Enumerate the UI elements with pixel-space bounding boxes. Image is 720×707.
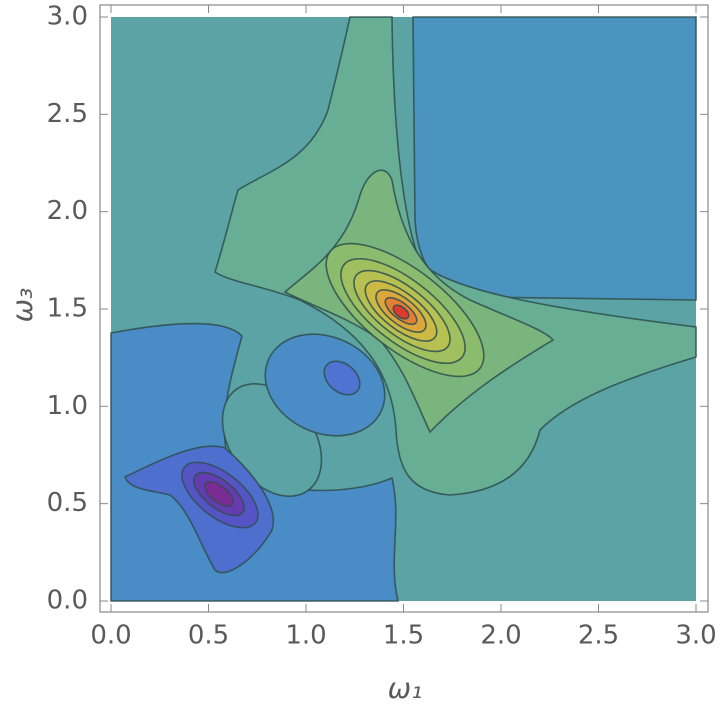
y-tick-label: 2.5 — [47, 99, 88, 129]
contour-region — [123, 445, 275, 574]
x-tick-label: 3.0 — [675, 621, 716, 651]
contour-region — [214, 16, 697, 496]
y-tick-label: 0.0 — [47, 586, 88, 616]
contour-region — [392, 304, 410, 320]
x-axis-label: ω₁ — [388, 672, 423, 705]
contour-region — [264, 333, 386, 437]
contour-region — [412, 16, 697, 301]
x-tick-label: 2.0 — [480, 621, 521, 651]
x-tick-label: 1.5 — [383, 621, 424, 651]
y-tick-label: 0.5 — [47, 488, 88, 518]
y-tick-label: 2.0 — [47, 196, 88, 226]
contour-field — [110, 16, 697, 602]
contour-region — [203, 480, 235, 508]
x-tick-label: 0.0 — [90, 621, 131, 651]
x-tick-label: 0.5 — [188, 621, 229, 651]
y-tick-label: 3.0 — [47, 2, 88, 32]
y-axis-label: ω₃ — [6, 288, 39, 323]
x-tick-label: 2.5 — [578, 621, 619, 651]
x-tick-label: 1.0 — [285, 621, 326, 651]
y-tick-label: 1.5 — [47, 294, 88, 324]
y-tick-label: 1.0 — [47, 391, 88, 421]
contour-region — [323, 360, 361, 396]
